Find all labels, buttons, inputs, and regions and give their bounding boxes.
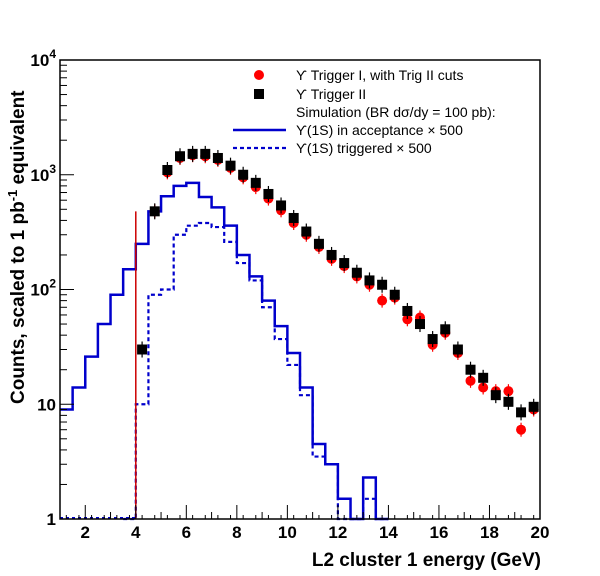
y-tick-label: 10 — [37, 395, 56, 414]
black-data-point — [250, 177, 261, 188]
y-tick-label: 1 — [47, 510, 56, 529]
black-data-point — [528, 401, 539, 412]
x-tick-label: 6 — [182, 523, 191, 542]
legend-black-squares-label: ϒ Trigger II — [296, 86, 366, 102]
x-tick-label: 10 — [278, 523, 297, 542]
y-tick-label-exponent: 3 — [49, 162, 56, 176]
data-points — [137, 145, 539, 437]
black-data-point — [452, 344, 463, 355]
black-data-point — [351, 267, 362, 278]
y-tick-label-exponent: 4 — [49, 47, 56, 61]
black-data-point — [427, 334, 438, 345]
black-data-point — [276, 200, 287, 211]
x-tick-label: 20 — [531, 523, 550, 542]
black-data-point — [301, 226, 312, 237]
x-axis-title: L2 cluster 1 energy (GeV) — [312, 550, 541, 571]
black-data-point — [326, 249, 337, 260]
red-data-point — [478, 382, 489, 393]
x-tick-label: 12 — [328, 523, 347, 542]
y-tick-label: 102 — [30, 277, 56, 300]
y-axis-title-main: Counts, scaled to 1 pb — [8, 201, 29, 404]
y-tick-label: 103 — [30, 162, 56, 185]
simulation-histograms — [60, 181, 389, 521]
y-axis-title-sup: -1 — [5, 190, 20, 202]
red-data-point — [503, 386, 514, 397]
black-data-point — [516, 407, 527, 418]
black-data-point — [149, 206, 160, 217]
black-data-point — [313, 238, 324, 249]
x-tick-label: 18 — [480, 523, 499, 542]
legend-red-dot-marker — [254, 70, 264, 80]
black-data-point — [503, 396, 514, 407]
legend-sim-triggered-label: ϒ(1S) triggered × 500 — [296, 140, 432, 156]
red-data-point — [465, 375, 476, 386]
black-data-point — [339, 258, 350, 269]
black-data-point — [415, 319, 425, 330]
y-tick-label-base: 1 — [47, 510, 56, 529]
y-axis-title: Counts, scaled to 1 pb-1 equivalent — [5, 90, 29, 404]
legend: ϒ Trigger I, with Trig II cuts ϒ Trigger… — [233, 67, 496, 156]
black-data-point — [137, 344, 148, 355]
black-data-point — [490, 390, 501, 401]
red-data-point — [402, 314, 413, 325]
y-tick-label: 104 — [30, 47, 56, 70]
black-data-point — [212, 152, 223, 163]
legend-simulation-header: Simulation (BR dσ/dy = 100 pb): — [296, 104, 496, 120]
red-data-point — [516, 424, 527, 435]
black-data-point — [225, 160, 236, 171]
red-data-point — [377, 295, 388, 306]
legend-red-dots-label: ϒ Trigger I, with Trig II cuts — [296, 67, 463, 83]
y-tick-label-exponent: 2 — [49, 277, 56, 291]
black-data-point — [238, 169, 249, 180]
black-data-point — [200, 148, 211, 159]
y-tick-label-base: 10 — [30, 281, 49, 300]
black-data-point — [402, 305, 413, 316]
x-tick-label: 8 — [232, 523, 241, 542]
y-tick-label-base: 10 — [30, 166, 49, 185]
y-axis-title-tail: equivalent — [8, 90, 29, 190]
black-data-point — [478, 372, 489, 383]
x-tick-label: 16 — [429, 523, 448, 542]
x-tick-label: 14 — [379, 523, 398, 542]
black-data-point — [377, 279, 388, 290]
sim-acceptance-histogram — [60, 181, 389, 521]
black-data-point — [162, 165, 173, 176]
black-data-point — [465, 364, 476, 375]
black-data-point — [175, 151, 185, 162]
y-tick-label-base: 10 — [30, 51, 49, 70]
black-data-point — [364, 275, 375, 286]
legend-black-square-marker — [254, 89, 264, 99]
y-tick-label-base: 10 — [37, 395, 56, 414]
black-data-point — [187, 148, 198, 159]
black-data-point — [389, 289, 400, 300]
black-data-point — [288, 212, 299, 223]
black-data-point — [263, 188, 274, 199]
x-tick-label: 4 — [131, 523, 141, 542]
black-data-point — [440, 324, 451, 335]
legend-sim-acceptance-label: ϒ(1S) in acceptance × 500 — [296, 122, 463, 138]
x-tick-label: 2 — [81, 523, 90, 542]
